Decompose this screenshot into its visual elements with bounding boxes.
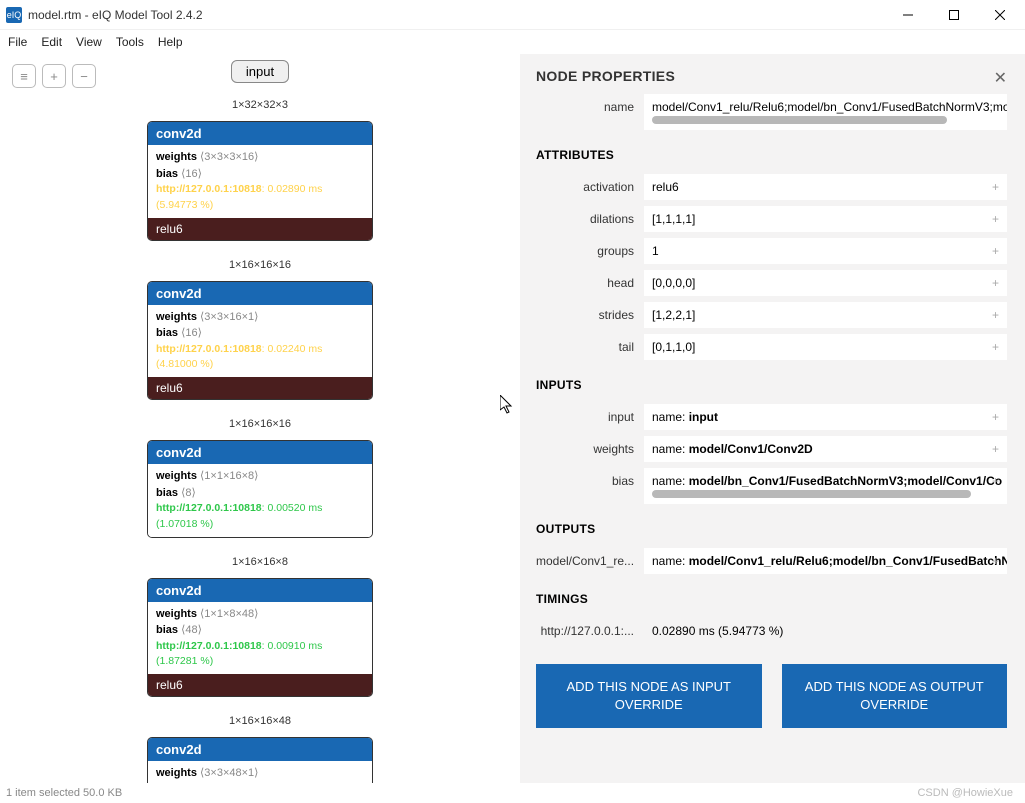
app-icon: eIQ [6, 7, 22, 23]
section-attributes: ATTRIBUTES [536, 148, 1007, 162]
add-input-override-button[interactable]: ADD THIS NODE AS INPUT OVERRIDE [536, 664, 762, 728]
maximize-button[interactable] [931, 0, 977, 30]
window-title: model.rtm - eIQ Model Tool 2.4.2 [28, 8, 885, 22]
properties-pane: NODE PROPERTIES ✕ name model/Conv1_relu/… [520, 54, 1025, 783]
prop-value[interactable]: [1,2,2,1] + [644, 302, 1007, 328]
node-timing-link[interactable]: http://127.0.0.1:10818: 0.02890 ms (5.94… [156, 182, 364, 214]
menu-edit[interactable]: Edit [41, 35, 62, 49]
edge-label: 1×16×16×16 [229, 418, 291, 430]
prop-label: strides [536, 302, 644, 328]
node-timing-link[interactable]: http://127.0.0.1:10818: 0.00910 ms (1.87… [156, 639, 364, 671]
properties-title: NODE PROPERTIES [536, 68, 1007, 84]
expand-icon[interactable]: + [992, 340, 999, 354]
watermark: CSDN @HowieXue [917, 787, 1013, 799]
menu-tools[interactable]: Tools [116, 35, 144, 49]
prop-label: input [536, 404, 644, 430]
node-bias: bias ⟨16⟩ [156, 325, 364, 342]
expand-icon[interactable]: + [992, 212, 999, 226]
prop-value[interactable]: name: model/Conv1/Conv2D + [644, 436, 1007, 462]
node-weights: weights ⟨1×1×8×48⟩ [156, 606, 364, 623]
prop-value[interactable]: name: model/bn_Conv1/FusedBatchNormV3;mo… [644, 468, 1007, 504]
expand-icon[interactable]: + [992, 276, 999, 290]
node-weights: weights ⟨1×1×16×8⟩ [156, 468, 364, 485]
menu-file[interactable]: File [8, 35, 27, 49]
prop-label: tail [536, 334, 644, 360]
prop-label: head [536, 270, 644, 296]
node-type: conv2d [148, 282, 372, 305]
graph-node[interactable]: conv2d weights ⟨1×1×16×8⟩ bias ⟨8⟩ http:… [147, 440, 373, 538]
node-activation: relu6 [148, 674, 372, 696]
node-weights: weights ⟨3×3×16×1⟩ [156, 309, 364, 326]
graph-node[interactable]: conv2d weights ⟨3×3×16×1⟩ bias ⟨16⟩ http… [147, 281, 373, 401]
node-activation: relu6 [148, 377, 372, 399]
prop-label: model/Conv1_re... [536, 548, 644, 574]
graph-node[interactable]: conv2d weights ⟨3×3×3×16⟩ bias ⟨16⟩ http… [147, 121, 373, 241]
graph-node[interactable]: conv2d weights ⟨1×1×8×48⟩ bias ⟨48⟩ http… [147, 578, 373, 698]
prop-value[interactable]: [0,1,1,0] + [644, 334, 1007, 360]
expand-icon[interactable]: + [992, 554, 999, 568]
prop-label: http://127.0.0.1:... [536, 618, 644, 644]
prop-value[interactable]: [1,1,1,1] + [644, 206, 1007, 232]
node-bias: bias ⟨16⟩ [156, 166, 364, 183]
prop-label: activation [536, 174, 644, 200]
input-node[interactable]: input [231, 60, 289, 83]
node-bias: bias ⟨48⟩ [156, 622, 364, 639]
list-icon[interactable]: ≡ [12, 64, 36, 88]
section-outputs: OUTPUTS [536, 522, 1007, 536]
edge-label: 1×16×16×8 [232, 556, 288, 568]
zoom-in-icon[interactable]: + [42, 64, 66, 88]
value-name[interactable]: model/Conv1_relu/Relu6;model/bn_Conv1/Fu… [644, 94, 1007, 130]
menu-view[interactable]: View [76, 35, 102, 49]
node-timing-link[interactable]: http://127.0.0.1:10818: 0.02240 ms (4.81… [156, 342, 364, 374]
node-type: conv2d [148, 441, 372, 464]
expand-icon[interactable]: + [992, 308, 999, 322]
node-bias: bias ⟨48⟩ [156, 782, 364, 784]
node-weights: weights ⟨3×3×3×16⟩ [156, 149, 364, 166]
node-timing-link[interactable]: http://127.0.0.1:10818: 0.00520 ms (1.07… [156, 501, 364, 533]
edge-label: 1×16×16×48 [229, 715, 291, 727]
prop-value[interactable]: [0,0,0,0] + [644, 270, 1007, 296]
prop-value[interactable]: 0.02890 ms (5.94773 %) [644, 618, 1007, 644]
node-type: conv2d [148, 122, 372, 145]
prop-value[interactable]: name: input + [644, 404, 1007, 430]
minimize-button[interactable] [885, 0, 931, 30]
add-output-override-button[interactable]: ADD THIS NODE AS OUTPUT OVERRIDE [782, 664, 1008, 728]
section-inputs: INPUTS [536, 378, 1007, 392]
node-activation: relu6 [148, 218, 372, 240]
prop-value[interactable]: relu6 + [644, 174, 1007, 200]
prop-label: dilations [536, 206, 644, 232]
zoom-out-icon[interactable]: − [72, 64, 96, 88]
edge-label: 1×32×32×3 [232, 99, 288, 111]
graph-pane[interactable]: ≡ + − input 1×32×32×3 conv2d weights ⟨3×… [0, 54, 520, 783]
cursor-icon [500, 395, 516, 415]
node-type: conv2d [148, 579, 372, 602]
prop-value[interactable]: name: model/Conv1_relu/Relu6;model/bn_Co… [644, 548, 1007, 574]
expand-icon[interactable]: + [992, 180, 999, 194]
expand-icon[interactable]: + [992, 410, 999, 424]
close-button[interactable] [977, 0, 1023, 30]
label-name: name [536, 94, 644, 130]
expand-icon[interactable]: + [992, 244, 999, 258]
graph-node[interactable]: conv2d weights ⟨3×3×48×1⟩ bias ⟨48⟩ http… [147, 737, 373, 783]
expand-icon[interactable]: + [992, 474, 999, 488]
statusbar: 1 item selected 50.0 KB [0, 783, 1025, 803]
section-timings: TIMINGS [536, 592, 1007, 606]
expand-icon[interactable]: + [992, 442, 999, 456]
menubar: File Edit View Tools Help [0, 30, 1025, 54]
node-type: conv2d [148, 738, 372, 761]
node-weights: weights ⟨3×3×48×1⟩ [156, 765, 364, 782]
prop-label: groups [536, 238, 644, 264]
menu-help[interactable]: Help [158, 35, 183, 49]
prop-label: weights [536, 436, 644, 462]
prop-label: bias [536, 468, 644, 504]
edge-label: 1×16×16×16 [229, 259, 291, 271]
prop-value[interactable]: 1 + [644, 238, 1007, 264]
node-bias: bias ⟨8⟩ [156, 485, 364, 502]
close-icon[interactable]: ✕ [994, 68, 1007, 88]
titlebar: eIQ model.rtm - eIQ Model Tool 2.4.2 [0, 0, 1025, 30]
